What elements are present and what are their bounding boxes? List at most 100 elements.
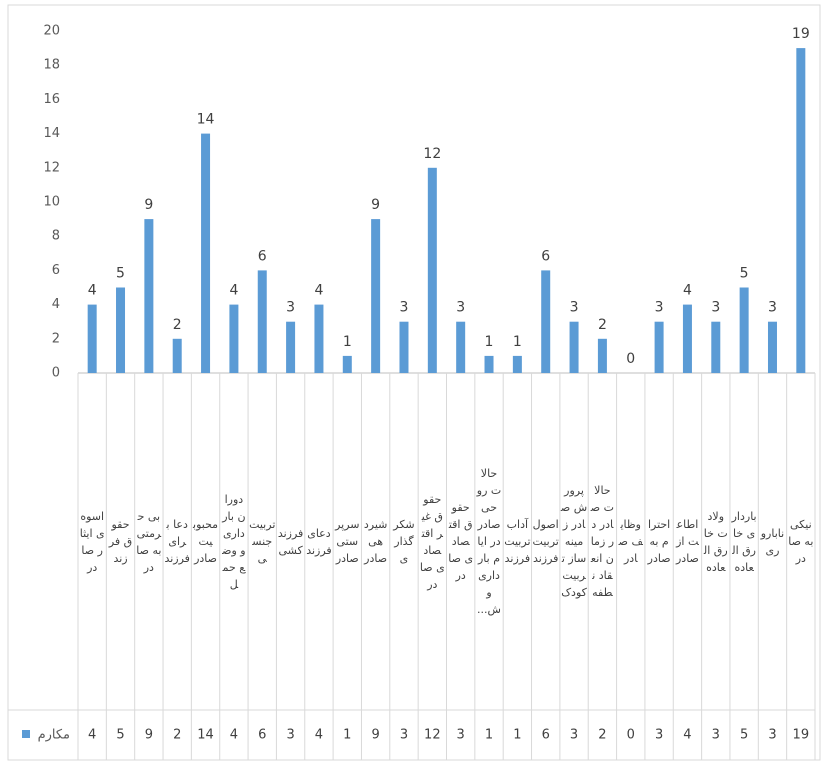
table-value: 3 bbox=[768, 728, 776, 743]
data-label: 6 bbox=[258, 248, 267, 264]
bar bbox=[201, 133, 211, 373]
bar bbox=[172, 338, 182, 373]
data-label: 2 bbox=[173, 317, 182, 333]
bar bbox=[541, 270, 551, 373]
data-label: 4 bbox=[229, 283, 238, 299]
y-tick-label: 0 bbox=[52, 366, 60, 381]
table-value: 4 bbox=[230, 728, 238, 743]
x-tick-label: حقوق غیر اقتصادی صادر bbox=[419, 492, 445, 591]
y-tick-label: 6 bbox=[52, 263, 60, 278]
y-tick-label: 4 bbox=[52, 297, 60, 312]
table-value: 14 bbox=[197, 728, 214, 743]
bar bbox=[654, 321, 664, 373]
table-value: 19 bbox=[793, 728, 810, 743]
x-tick-label: اصول تربیت فرزند bbox=[532, 518, 559, 565]
legend-label: مکارم bbox=[38, 728, 70, 743]
bar bbox=[767, 321, 777, 373]
data-label: 19 bbox=[792, 26, 810, 42]
bar bbox=[427, 167, 437, 373]
table-value: 1 bbox=[343, 728, 351, 743]
data-label: 3 bbox=[655, 300, 664, 316]
table-value: 3 bbox=[286, 728, 294, 743]
table-value: 3 bbox=[457, 728, 465, 743]
bar bbox=[399, 321, 409, 373]
table-value: 3 bbox=[712, 728, 720, 743]
table-value: 3 bbox=[570, 728, 578, 743]
table-value: 3 bbox=[400, 728, 408, 743]
x-tick-label: حالات صادر در زمان انعقاد نطفه bbox=[590, 484, 615, 599]
bar bbox=[371, 219, 381, 373]
bar bbox=[286, 321, 296, 373]
data-label: 9 bbox=[371, 197, 380, 213]
data-label: 14 bbox=[197, 112, 215, 128]
bar bbox=[484, 355, 494, 373]
table-value: 12 bbox=[424, 728, 441, 743]
x-tick-label: حقوق فرزند bbox=[108, 518, 133, 565]
data-label: 4 bbox=[683, 283, 692, 299]
data-label: 12 bbox=[423, 146, 441, 162]
bar bbox=[512, 355, 522, 373]
data-label: 5 bbox=[740, 266, 749, 282]
x-tick-label: احترام به صادر bbox=[647, 518, 671, 565]
data-label: 3 bbox=[570, 300, 579, 316]
bar bbox=[257, 270, 267, 373]
bar bbox=[682, 304, 692, 373]
data-label: 4 bbox=[88, 283, 97, 299]
table-value: 1 bbox=[485, 728, 493, 743]
table-value: 5 bbox=[116, 728, 124, 743]
bar bbox=[144, 219, 154, 373]
bar bbox=[342, 355, 352, 373]
data-label: 3 bbox=[286, 300, 295, 316]
bar bbox=[229, 304, 239, 373]
data-label: 1 bbox=[513, 334, 522, 350]
x-tick-label: وظایف صادر bbox=[618, 518, 643, 565]
data-label: 3 bbox=[711, 300, 720, 316]
table-value: 3 bbox=[655, 728, 663, 743]
y-tick-label: 2 bbox=[52, 331, 60, 346]
x-tick-label: شیردهی صادر bbox=[363, 518, 388, 565]
data-label: 3 bbox=[400, 300, 409, 316]
table-value: 6 bbox=[542, 728, 550, 743]
data-label: 1 bbox=[485, 334, 494, 350]
table-value: 9 bbox=[145, 728, 153, 743]
table-value: 5 bbox=[740, 728, 748, 743]
y-tick-label: 18 bbox=[43, 58, 60, 73]
y-tick-label: 10 bbox=[43, 195, 60, 210]
legend-key bbox=[22, 730, 30, 738]
x-tick-label: بارداری خارق العاده bbox=[731, 509, 757, 574]
table-value: 6 bbox=[258, 728, 266, 743]
x-tick-label: دوران بارداری و وضع حمل bbox=[222, 492, 246, 591]
x-tick-label: محبوبیت صادر bbox=[193, 518, 219, 565]
table-value: 2 bbox=[598, 728, 606, 743]
data-label: 5 bbox=[116, 266, 125, 282]
x-tick-label: دعا برای فرزند bbox=[164, 518, 190, 565]
data-label: 3 bbox=[456, 300, 465, 316]
bar bbox=[314, 304, 324, 373]
x-tick-label: ولادت خارق العاده bbox=[703, 509, 728, 574]
x-tick-label: تربیت جنسی bbox=[249, 518, 276, 565]
x-tick-label: اسوه ی ایثار صادر bbox=[79, 509, 105, 574]
bar bbox=[711, 321, 721, 373]
data-label: 4 bbox=[314, 283, 323, 299]
table-value: 0 bbox=[627, 728, 635, 743]
y-tick-label: 16 bbox=[43, 92, 60, 107]
x-tick-label: ناباروری bbox=[760, 526, 785, 557]
y-tick-label: 14 bbox=[43, 126, 60, 141]
x-tick-label: دعای فرزند bbox=[306, 526, 332, 557]
x-tick-label: حالات روحی صادر در ایام بارداری و ش... bbox=[476, 467, 502, 616]
bar bbox=[87, 304, 97, 373]
x-tick-label: فرزند کشی bbox=[277, 526, 304, 557]
bar bbox=[597, 338, 607, 373]
x-tick-label: شکرگذاری bbox=[393, 518, 415, 565]
y-tick-label: 12 bbox=[43, 160, 60, 175]
bar bbox=[569, 321, 579, 373]
data-label: 3 bbox=[768, 300, 777, 316]
table-value: 4 bbox=[683, 728, 691, 743]
bar bbox=[116, 287, 126, 373]
y-tick-label: 20 bbox=[43, 24, 60, 39]
data-label: 2 bbox=[598, 317, 607, 333]
x-tick-label: سرپرستی صادر bbox=[335, 518, 360, 565]
table-value: 9 bbox=[371, 728, 379, 743]
